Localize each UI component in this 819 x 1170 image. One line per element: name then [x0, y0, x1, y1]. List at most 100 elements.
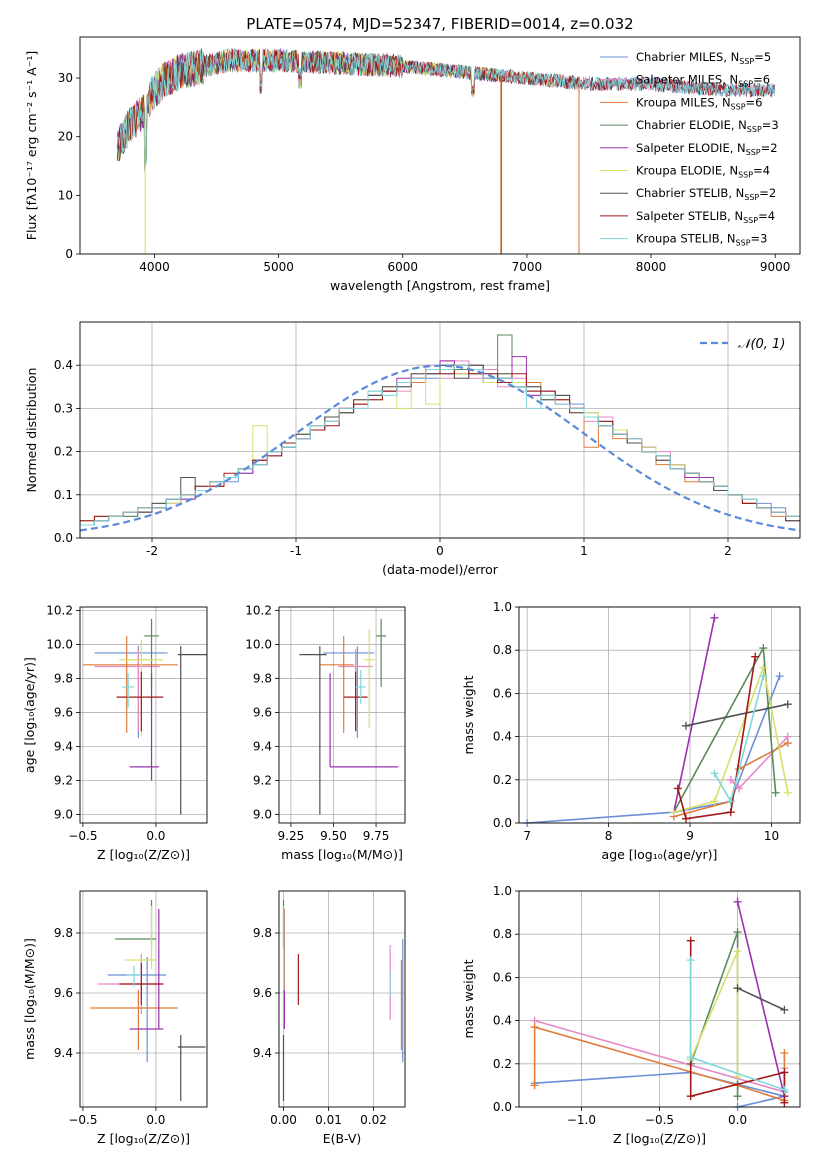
spectrum-line	[116, 49, 776, 167]
weight-marker	[780, 1085, 789, 1094]
axes-frame	[518, 890, 801, 1108]
weight-marker	[673, 784, 682, 793]
y-tick-label: 10.2	[245, 603, 272, 617]
y-tick-label: 0.8	[493, 643, 512, 657]
y-axis-label: mass [log₁₀(M/M⊙)]	[22, 938, 37, 1060]
y-tick-label: 0.0	[493, 816, 512, 830]
weight-marker	[681, 814, 690, 823]
y-tick-label: 0.2	[493, 773, 512, 787]
weight-marker	[780, 1005, 789, 1014]
x-tick-label: 7000	[512, 260, 543, 274]
panel-age-weight: 7 8 9 10 0.0 0.2 0.4 0.6 0.8 1.0 age [log₁₀(age/yr…	[461, 600, 801, 862]
legend-label: Kroupa MILES, NSSP=6	[636, 95, 762, 111]
panel-spectrum: 4000 5000 6000 7000 8000 9000 0 10 20 30 wavelengt…	[24, 36, 801, 293]
weight-marker	[726, 808, 735, 817]
weight-marker	[783, 739, 792, 748]
x-tick-label: 2	[724, 544, 732, 558]
weight-marker	[734, 784, 743, 793]
weight-line	[527, 675, 781, 823]
y-tick-label: 0.4	[493, 730, 512, 744]
y-tick-label: 0.8	[493, 927, 512, 941]
weight-marker	[733, 947, 742, 956]
x-tick-label: 0.0	[146, 829, 165, 843]
y-tick-label: 10.0	[46, 637, 73, 651]
legend-label: Salpeter ELODIE, NSSP=2	[636, 141, 778, 157]
x-tick-label: −0.5	[68, 829, 97, 843]
axes-frame	[278, 890, 406, 1108]
x-axis-label: (data-model)/error	[382, 562, 499, 577]
x-tick-label: 0.02	[360, 1113, 387, 1127]
x-axis-label: E(B-V)	[323, 1131, 362, 1146]
legend-label: Chabrier MILES, NSSP=5	[636, 50, 771, 66]
x-axis-label: Z [log₁₀(Z/Z⊙)]	[97, 1131, 190, 1146]
weight-marker	[726, 797, 735, 806]
weight-line	[685, 703, 788, 727]
weight-marker	[759, 672, 768, 681]
y-tick-label: 0	[65, 247, 73, 261]
y-tick-label: 9.6	[253, 986, 272, 1000]
y-axis-label: Flux [fλ10⁻¹⁷ erg cm⁻² s⁻¹ A⁻¹]	[24, 51, 39, 240]
y-tick-label: 9.0	[253, 807, 272, 821]
x-tick-label: −0.5	[68, 1113, 97, 1127]
x-axis-label: wavelength [Angstrom, rest frame]	[330, 278, 550, 293]
y-tick-label: 9.4	[253, 1046, 272, 1060]
x-axis-label: mass [log₁₀(M/M⊙)]	[281, 847, 403, 862]
axes-frame	[518, 606, 801, 824]
y-tick-label: 0.1	[54, 488, 73, 502]
weight-marker	[759, 644, 768, 653]
x-tick-label: 9	[686, 829, 694, 843]
x-tick-label: 9.25	[278, 829, 305, 843]
weight-marker	[780, 1068, 789, 1077]
weight-line	[673, 645, 777, 813]
y-tick-label: 1.0	[493, 884, 512, 898]
y-tick-label: 9.8	[253, 926, 272, 940]
x-axis-label: Z [log₁₀(Z/Z⊙)]	[613, 1131, 706, 1146]
y-tick-label: 10	[58, 188, 73, 202]
y-tick-label: 9.8	[54, 671, 73, 685]
panel-ebv-mass: 0.00 0.01 0.02 9.4 9.6 9.8 E(B-V)	[253, 890, 406, 1146]
y-tick-label: 0.0	[54, 531, 73, 545]
x-tick-label: 0.00	[270, 1113, 297, 1127]
weight-marker	[681, 721, 690, 730]
weight-marker	[783, 788, 792, 797]
x-tick-label: 6000	[387, 260, 418, 274]
y-axis-label: mass weight	[461, 675, 476, 754]
legend-label: Kroupa ELODIE, NSSP=4	[636, 164, 770, 180]
x-tick-label: 9000	[760, 260, 791, 274]
weight-marker	[733, 984, 742, 993]
x-tick-label: 0.01	[315, 1113, 342, 1127]
y-tick-label: 9.8	[54, 926, 73, 940]
weight-marker	[751, 652, 760, 661]
x-tick-label: 7	[523, 829, 531, 843]
weight-marker	[780, 1098, 789, 1107]
figure-title: PLATE=0574, MJD=52347, FIBERID=0014, z=0…	[246, 15, 633, 33]
weight-marker	[686, 1092, 695, 1101]
weight-marker	[530, 1023, 539, 1032]
weight-marker	[710, 769, 719, 778]
weight-line	[689, 951, 739, 1077]
axes-frame	[79, 36, 801, 255]
y-axis-label: Normed distribution	[24, 368, 39, 493]
axes-frame	[79, 890, 208, 1108]
legend-label: Chabrier ELODIE, NSSP=3	[636, 118, 779, 134]
y-tick-label: 20	[58, 130, 73, 144]
x-tick-label: 1	[580, 544, 588, 558]
x-tick-label: 8000	[636, 260, 667, 274]
axes-frame	[278, 606, 406, 824]
x-tick-label: 9.50	[320, 829, 347, 843]
weight-line	[673, 617, 716, 813]
weight-marker	[783, 700, 792, 709]
x-axis-label: age [log₁₀(age/yr)]	[602, 847, 718, 862]
legend-label: Salpeter STELIB, NSSP=4	[636, 209, 775, 225]
y-tick-label: 0.6	[493, 970, 512, 984]
y-tick-label: 9.6	[54, 986, 73, 1000]
weight-line	[677, 656, 756, 820]
weight-marker	[686, 1053, 695, 1062]
y-tick-label: 10.2	[46, 603, 73, 617]
y-tick-label: 9.4	[253, 739, 272, 753]
x-tick-label: 5000	[263, 260, 294, 274]
weight-line	[673, 664, 789, 813]
panel-residuals: -2 -1 0 1 2 0.0 0.1 0.2 0.3 0.4 (data-model)/error…	[24, 321, 801, 577]
weight-marker	[771, 788, 780, 797]
